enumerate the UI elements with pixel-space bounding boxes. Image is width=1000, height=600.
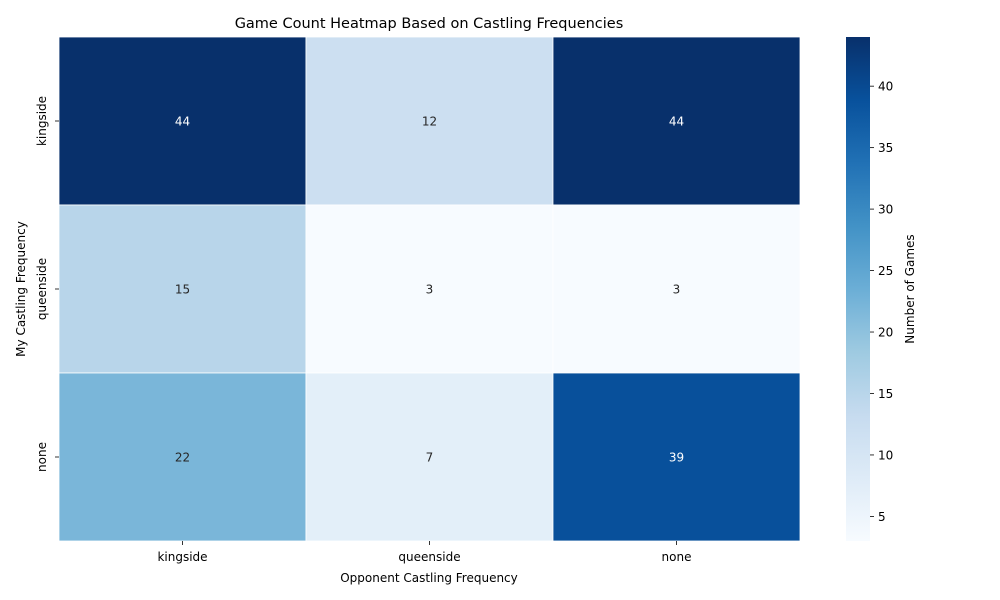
cell-value-label: 15: [175, 283, 190, 297]
colorbar-tick-label: 10: [878, 448, 893, 462]
heatmap-cell-queenside-queenside: [305, 204, 554, 374]
cell-value-label: 44: [175, 115, 190, 129]
x-tick-label: queenside: [398, 550, 460, 564]
heatmap-cell-none-kingside: [58, 372, 307, 542]
colorbar-tick-label: 35: [878, 141, 893, 155]
colorbar-gradient: [846, 37, 870, 541]
colorbar-tick-label: 20: [878, 326, 893, 340]
colorbar-tick-label: 25: [878, 264, 893, 278]
y-axis-label: My Castling Frequency: [14, 221, 28, 357]
heatmap-cells: 44 12 44 15 3 3 22 7 39: [58, 36, 801, 542]
colorbar-label: Number of Games: [903, 234, 917, 343]
y-axis: kingside queenside none: [35, 96, 59, 472]
heatmap-cell-none-queenside: [305, 372, 554, 542]
x-tick-label: none: [662, 550, 692, 564]
cell-value-label: 44: [669, 115, 684, 129]
colorbar-tick-label: 5: [878, 510, 886, 524]
x-tick-label: kingside: [157, 550, 207, 564]
heatmap-cell-kingside-queenside: [305, 36, 554, 206]
cell-value-label: 22: [175, 451, 190, 465]
x-axis-label: Opponent Castling Frequency: [340, 571, 518, 585]
colorbar-tick-label: 15: [878, 387, 893, 401]
y-tick-label: kingside: [35, 96, 49, 146]
y-tick-label: none: [35, 442, 49, 472]
cell-value-label: 39: [669, 451, 684, 465]
colorbar-tick-label: 40: [878, 80, 893, 94]
cell-value-label: 3: [673, 283, 681, 297]
heatmap-cell-kingside-kingside: [58, 36, 307, 206]
cell-value-label: 7: [426, 451, 434, 465]
heatmap-cell-kingside-none: [552, 36, 801, 206]
heatmap-cell-queenside-none: [552, 204, 801, 374]
heatmap-cell-queenside-kingside: [58, 204, 307, 374]
y-tick-label: queenside: [35, 258, 49, 320]
cell-value-label: 12: [422, 115, 437, 129]
colorbar-tick-label: 30: [878, 203, 893, 217]
x-axis: kingside queenside none: [157, 541, 691, 564]
colorbar: 5 10 15 20 25 30 35 40: [846, 37, 893, 541]
chart-title: Game Count Heatmap Based on Castling Fre…: [235, 16, 624, 32]
cell-value-label: 3: [426, 283, 434, 297]
